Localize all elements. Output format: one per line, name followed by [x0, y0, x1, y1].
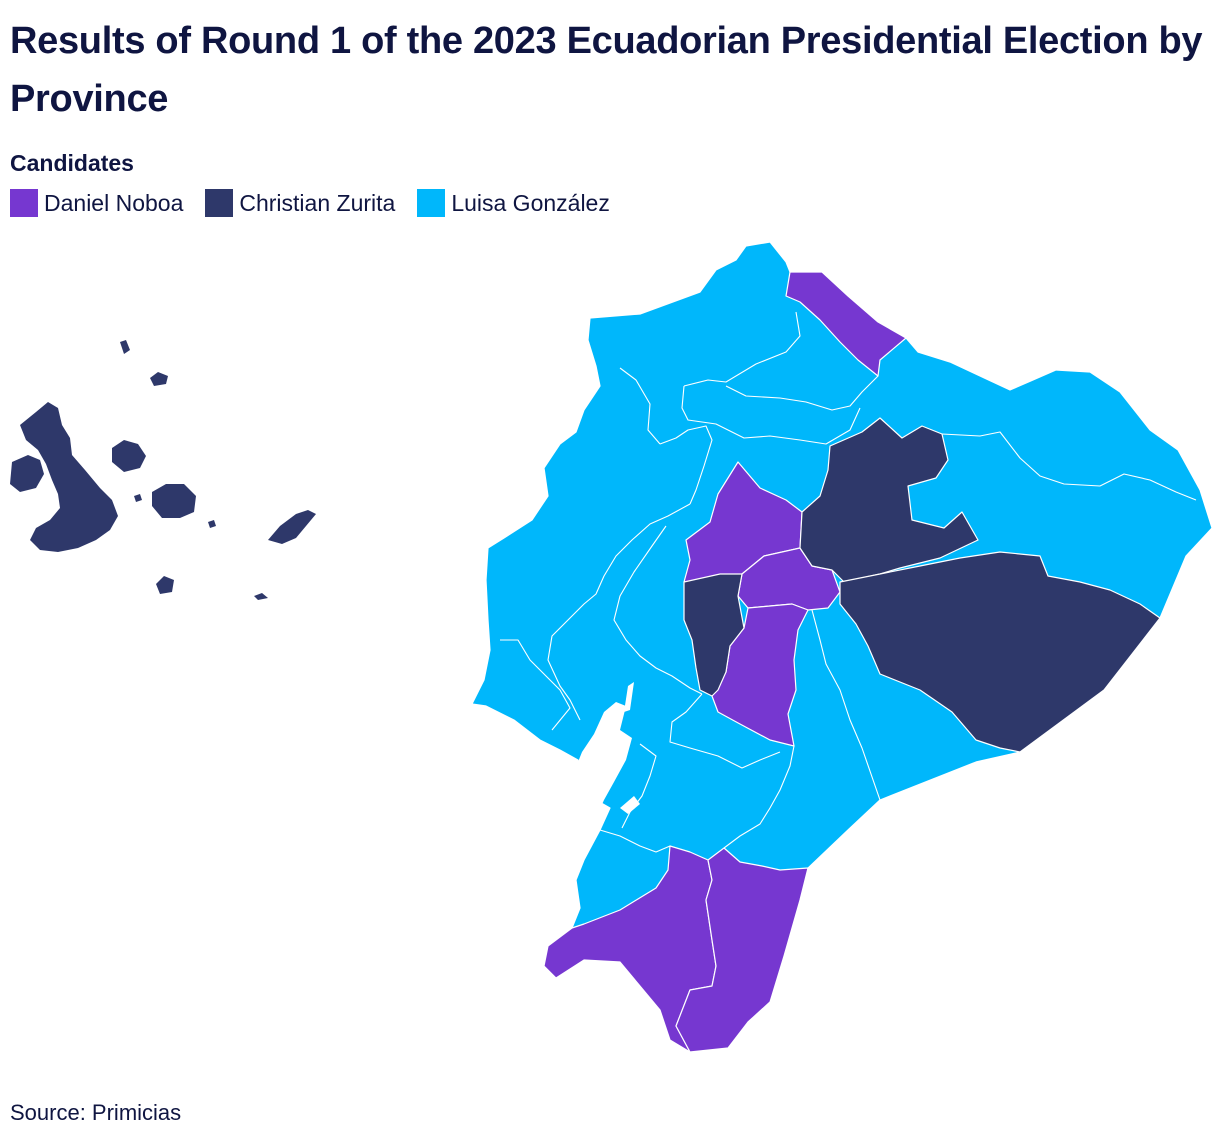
border-azuay-morona [723, 745, 795, 849]
island-espanola [254, 593, 268, 600]
island-small-2 [208, 520, 216, 528]
gulf-channel [624, 682, 634, 712]
border-sto-domingo [659, 425, 713, 505]
island-isabela [20, 402, 118, 552]
source-note: Source: Primicias [10, 1100, 182, 1125]
border-santa-elena [500, 639, 571, 731]
island-small-1 [134, 494, 142, 502]
legend-item-noboa: Daniel Noboa [10, 189, 183, 217]
legend-heading: Candidates [10, 150, 134, 176]
island-pinta [120, 340, 130, 354]
border-manabi-los-rios [547, 503, 691, 721]
province-napo [799, 417, 979, 583]
legend-item-gonzalez: Luisa González [417, 189, 610, 217]
legend: Daniel Noboa Christian Zurita Luisa Gonz… [10, 189, 610, 217]
galapagos-islands [10, 340, 316, 600]
legend-swatch-zurita [205, 189, 234, 217]
legend-swatch-gonzalez [417, 189, 446, 217]
island-san-cristobal [268, 510, 316, 544]
border-imbabura-sucumbios [725, 375, 879, 411]
zurita-provinces [683, 417, 1161, 753]
border-esmeraldas-manabi [619, 367, 661, 445]
island-marchena [150, 372, 168, 386]
gulf-of-guayaquil [556, 702, 632, 836]
province-bolivar [683, 573, 745, 697]
border-morona-pastaza [811, 609, 881, 801]
legend-label-gonzalez: Luisa González [451, 189, 610, 216]
border-sucumbios-orellana [941, 431, 1197, 501]
province-borders [500, 311, 1197, 853]
border-guayas-canar [669, 693, 781, 769]
legend-item-zurita: Christian Zurita [205, 189, 395, 217]
legend-label-zurita: Christian Zurita [239, 189, 396, 216]
border-los-rios-guayas [613, 525, 703, 695]
island-floreana [156, 576, 174, 594]
province-pastaza [839, 551, 1161, 753]
noboa-provinces [543, 271, 907, 1053]
border-canar-azuay [621, 743, 657, 829]
legend-label-noboa: Daniel Noboa [44, 189, 184, 216]
border-pichincha [681, 385, 861, 445]
border-esmeraldas-imbabura [683, 311, 801, 387]
island-santa-cruz [152, 484, 196, 518]
legend-swatch-noboa [10, 189, 38, 217]
island-santiago [112, 440, 146, 472]
island-fernandina [10, 455, 44, 492]
map-title: Results of Round 1 of the 2023 Ecuadoria… [10, 20, 1203, 120]
province-zamora-chinchipe [675, 847, 809, 1053]
gulf-inlet [620, 796, 640, 814]
border-el-oro [599, 829, 671, 853]
